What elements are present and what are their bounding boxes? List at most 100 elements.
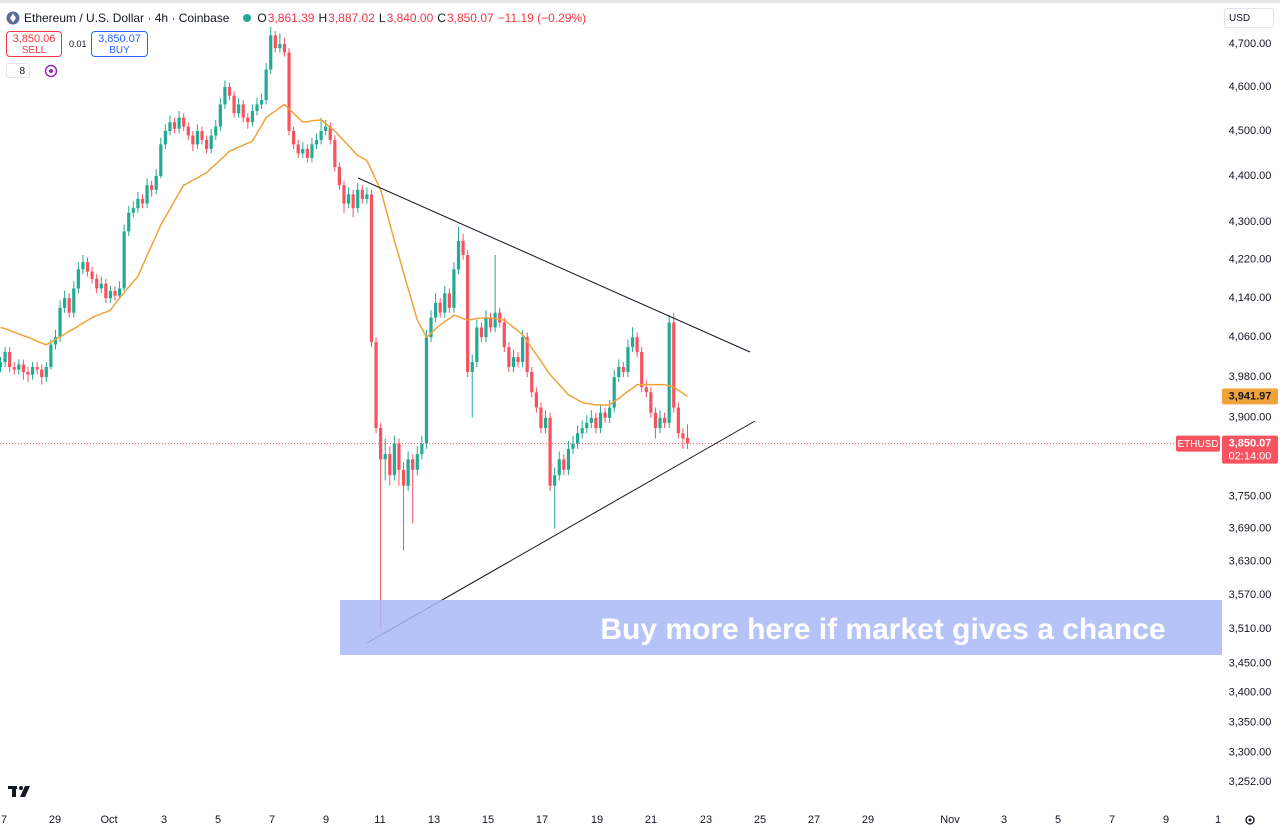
sync-icon[interactable] (44, 64, 58, 78)
x-tick-label: 25 (754, 814, 766, 826)
candle-body (401, 469, 406, 486)
candle-body (40, 369, 44, 378)
candle-body (30, 367, 35, 375)
candle-body (635, 337, 639, 353)
open-label: O (257, 11, 267, 25)
candle-body (8, 352, 12, 368)
candle-body (447, 293, 451, 308)
high-value: 3,887.02 (328, 11, 375, 25)
y-tick-label: 4,600.00 (1229, 81, 1272, 93)
candle-body (159, 144, 163, 177)
buy-button[interactable]: 3,850.07 BUY (91, 31, 148, 57)
y-tick-label: 3,630.00 (1229, 555, 1272, 567)
candle-body (356, 189, 360, 209)
candle-body (12, 367, 16, 370)
candle-body (301, 148, 305, 154)
candle-body (493, 312, 497, 328)
candle-body (598, 412, 603, 429)
x-tick-label: 19 (591, 814, 603, 826)
candle-body (63, 298, 67, 308)
x-tick-label: 1 (1215, 814, 1221, 826)
candle-body (72, 288, 76, 313)
candle-body (250, 111, 254, 123)
candle-body (296, 144, 300, 154)
candle-body (466, 255, 470, 373)
candle-body (85, 262, 90, 272)
candle-body (246, 117, 250, 123)
candle-body (117, 288, 122, 296)
candle-body (420, 443, 424, 455)
change-value: −11.19 (−0.29%) (497, 11, 587, 25)
moving-average (0, 103, 688, 406)
candle-body (264, 69, 268, 101)
candle-body (461, 240, 465, 256)
candle-body (172, 122, 177, 129)
candle-body (365, 194, 369, 199)
candle-body (333, 139, 337, 167)
candle-body (17, 364, 21, 370)
candle-body (131, 208, 135, 213)
candle-body (26, 372, 30, 375)
low-label: L (378, 11, 386, 25)
candle-body (218, 104, 222, 127)
candle-body (608, 407, 612, 418)
x-tick-label: 27 (808, 814, 820, 826)
x-tick-label: 9 (1163, 814, 1169, 826)
candle-body (415, 454, 419, 470)
candle-body (672, 322, 676, 408)
y-tick-label: 3,252.00 (1229, 776, 1272, 788)
close-label: C (437, 11, 446, 25)
price-tag (1222, 435, 1278, 464)
candle-body (534, 392, 538, 408)
candle-body (548, 417, 552, 486)
x-tick-label: 15 (482, 814, 494, 826)
candle-body (314, 139, 319, 145)
candle-body (543, 417, 548, 429)
candle-body (438, 302, 442, 313)
candle-body (484, 317, 488, 338)
candle-body (168, 122, 172, 132)
candle-body (122, 231, 126, 289)
x-tick-label: 9 (323, 814, 329, 826)
candle-body (667, 322, 671, 423)
candle-body (676, 407, 680, 434)
candle-body (369, 194, 374, 343)
x-tick-label: 7 (269, 814, 275, 826)
indicators-toggle[interactable]: 8 (6, 63, 30, 78)
sell-label: SELL (21, 45, 47, 56)
x-tick-label: Oct (100, 814, 117, 826)
symbol-title: Ethereum / U.S. Dollar · 4h · Coinbase (24, 11, 230, 25)
sync-ring (44, 64, 58, 78)
y-tick-label: 3,350.00 (1229, 716, 1272, 728)
candle-body (282, 43, 287, 53)
x-tick-label: 3 (1001, 814, 1007, 826)
candle-body (227, 86, 232, 96)
candle-body (397, 443, 401, 470)
tradingview-logo (8, 786, 30, 797)
candle-body (644, 387, 648, 393)
candle-body (177, 117, 181, 129)
y-tick-label: 3,980.00 (1229, 371, 1272, 383)
sell-button[interactable]: 3,850.06 SELL (6, 31, 62, 57)
candle-body (67, 298, 71, 313)
x-tick-label: 21 (645, 814, 657, 826)
candle-body (658, 417, 662, 429)
candle-body (269, 35, 273, 70)
candle-body (346, 194, 351, 204)
currency-select[interactable]: USD (1224, 8, 1274, 28)
candle-body (287, 52, 291, 132)
settings-icon[interactable] (1245, 815, 1255, 825)
candle-body (278, 43, 282, 49)
candle-body (3, 352, 7, 363)
overlay: 4,700.00 4,600.00 4,500.00 4,400.00 4,300.00… (1, 38, 1278, 826)
top-border (0, 0, 1280, 3)
gear[interactable] (1245, 815, 1255, 825)
gear-center (1248, 818, 1252, 822)
x-tick-label: 5 (1055, 814, 1061, 826)
spread: 0.01 (69, 39, 87, 49)
candle-body (328, 126, 332, 140)
candle-body (649, 392, 653, 413)
x-tick-label: 23 (700, 814, 712, 826)
candle-body (209, 135, 213, 149)
candle-body (214, 126, 218, 136)
